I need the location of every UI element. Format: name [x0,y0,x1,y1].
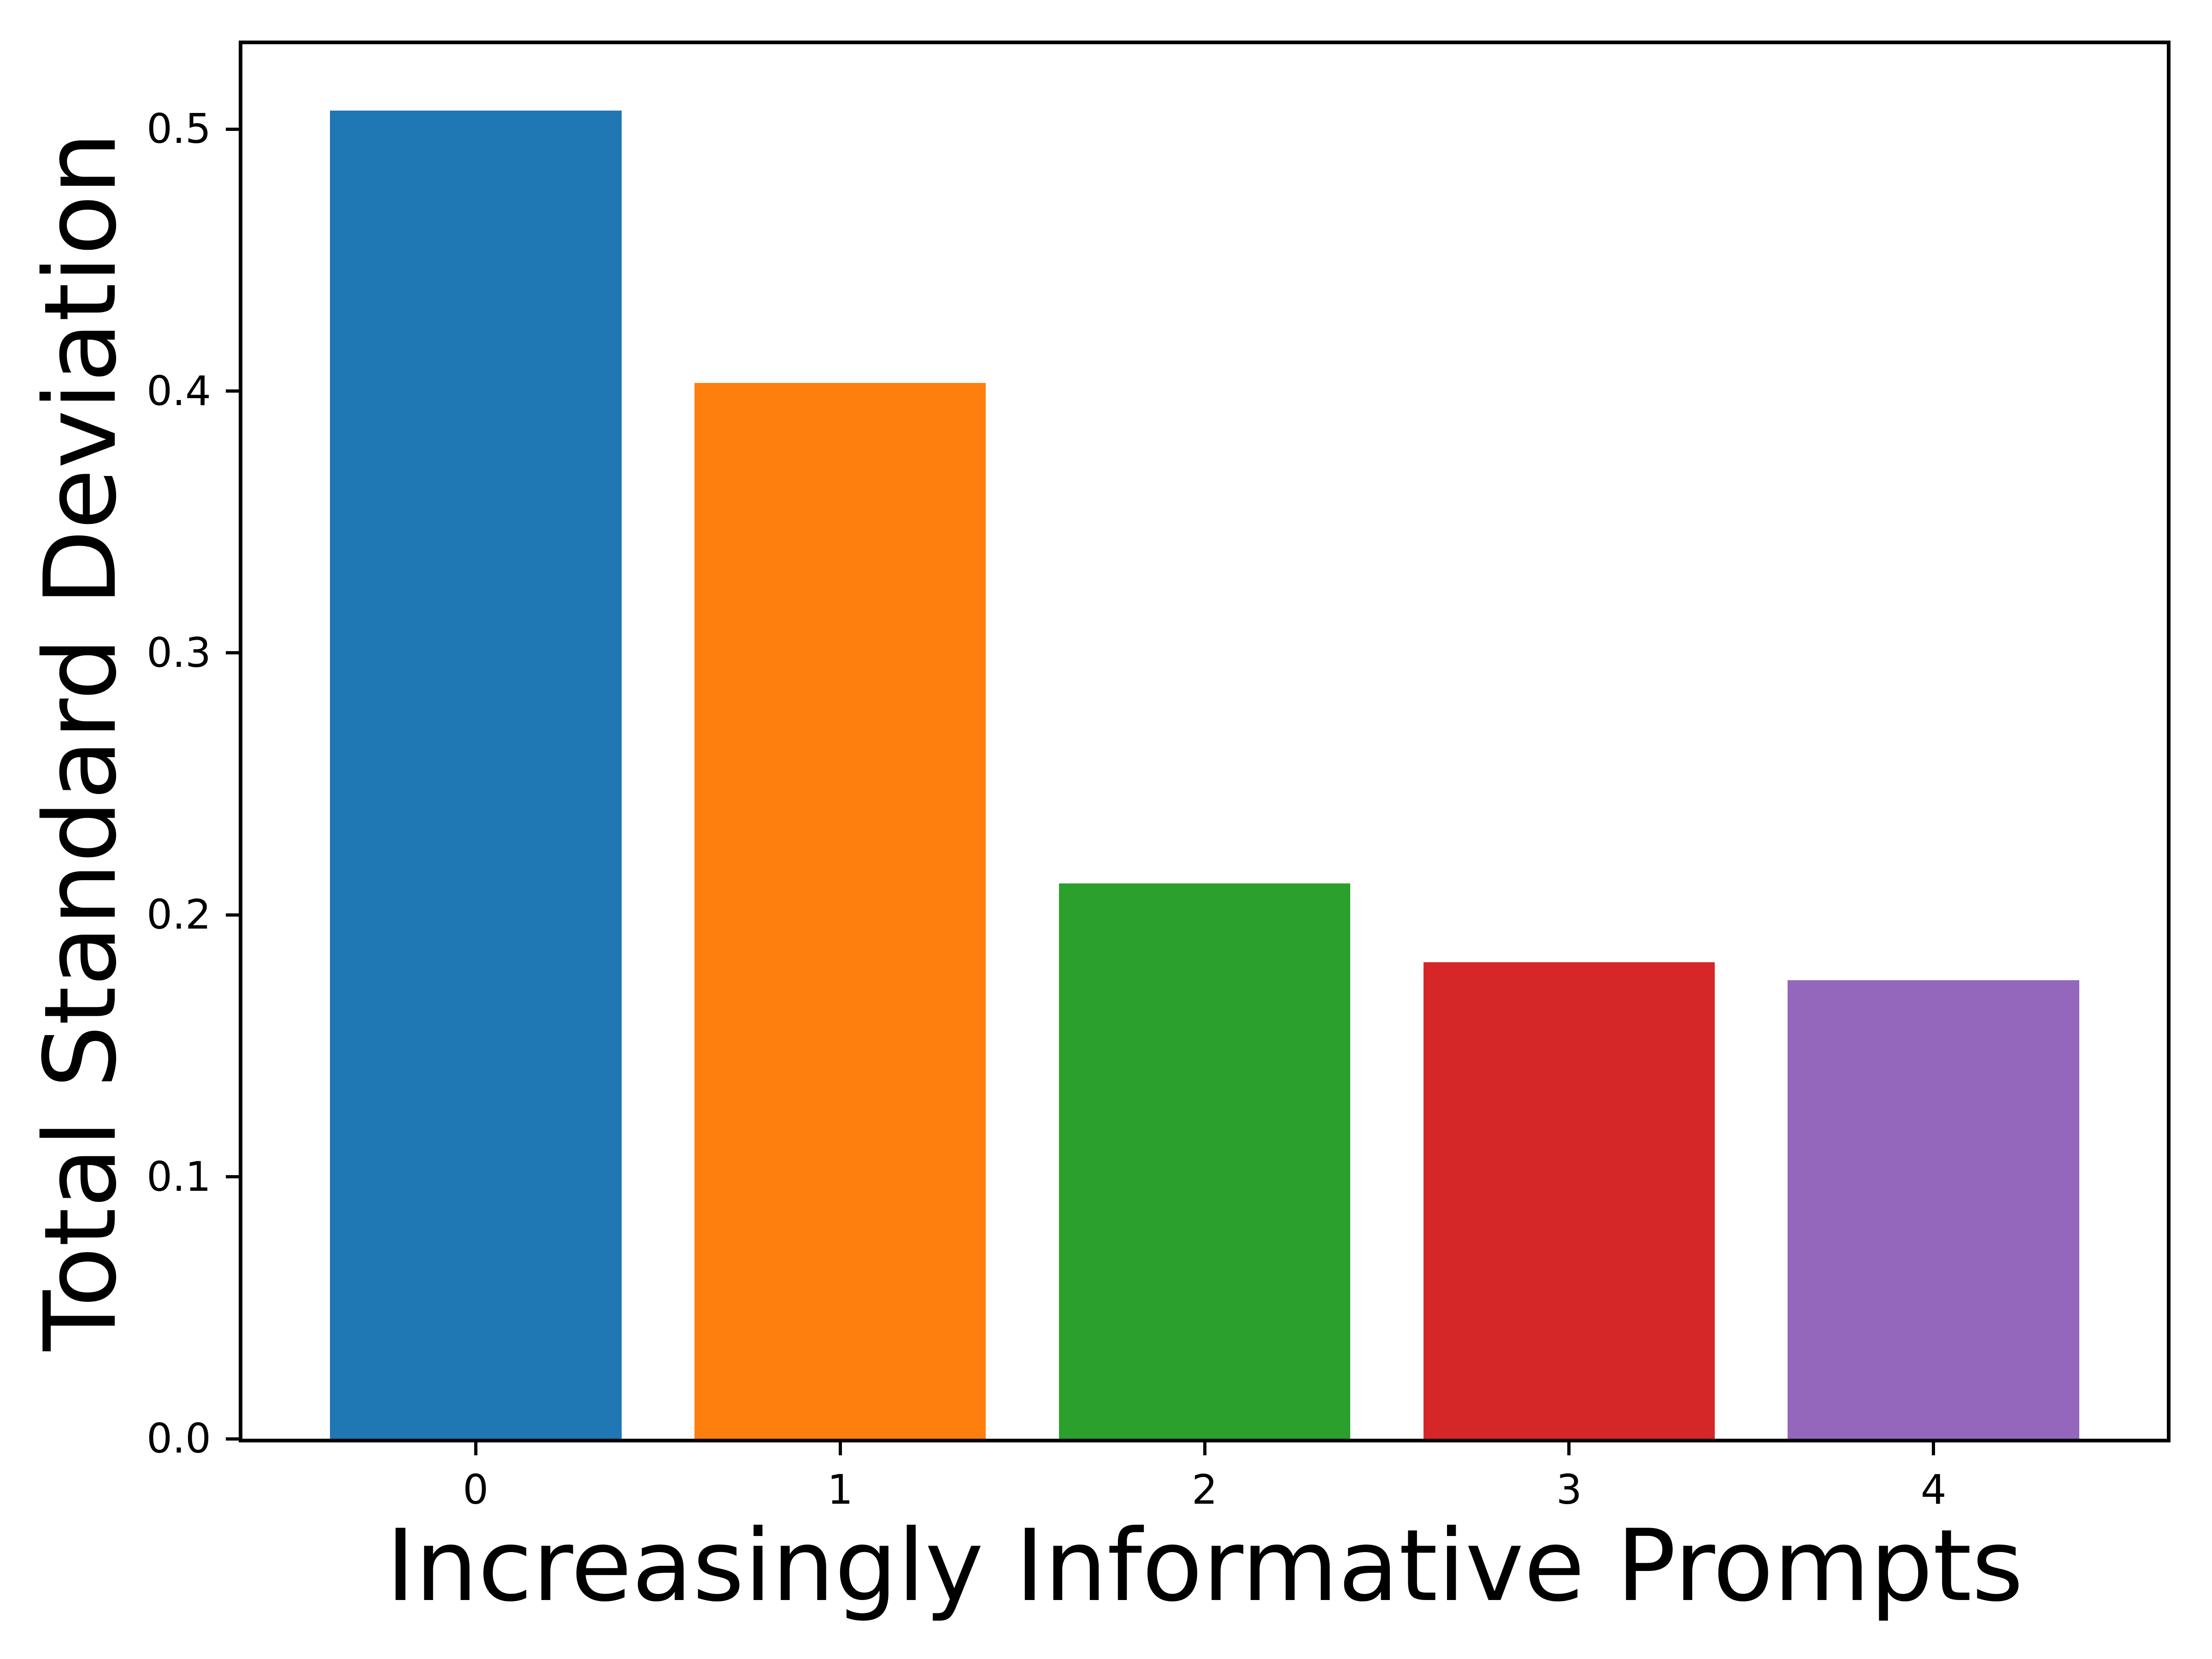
plot-area [239,41,2171,1442]
x-tick-label-3: 3 [1556,1466,1582,1513]
y-tick-mark-0.3 [226,651,239,655]
bar-3 [1423,962,1715,1439]
y-tick-mark-0.1 [226,1175,239,1179]
y-tick-mark-0.2 [226,913,239,917]
y-axis-label: Total Standard Deviation [23,132,138,1351]
bar-0 [329,111,622,1439]
y-tick-label-0.5: 0.5 [147,105,211,153]
y-tick-label-0.3: 0.3 [147,629,211,677]
y-tick-mark-0.0 [226,1437,239,1441]
bar-2 [1059,883,1351,1439]
bar-4 [1788,980,2080,1439]
x-tick-label-0: 0 [463,1466,489,1513]
bar-1 [694,383,986,1439]
x-axis-label: Increasingly Informative Prompts [386,1508,2024,1624]
y-tick-label-0.2: 0.2 [147,891,211,939]
x-tick-mark-4 [1932,1442,1936,1455]
x-tick-mark-1 [838,1442,842,1455]
y-tick-mark-0.4 [226,389,239,393]
x-tick-label-1: 1 [827,1466,853,1513]
y-tick-label-0.4: 0.4 [147,367,211,415]
x-tick-mark-2 [1203,1442,1206,1455]
x-tick-mark-3 [1567,1442,1571,1455]
x-tick-mark-0 [474,1442,477,1455]
y-tick-label-0.1: 0.1 [147,1153,211,1200]
y-tick-mark-0.5 [226,127,239,131]
x-tick-label-2: 2 [1192,1466,1218,1513]
y-tick-label-0.0: 0.0 [147,1415,211,1462]
x-tick-label-4: 4 [1920,1466,1947,1513]
